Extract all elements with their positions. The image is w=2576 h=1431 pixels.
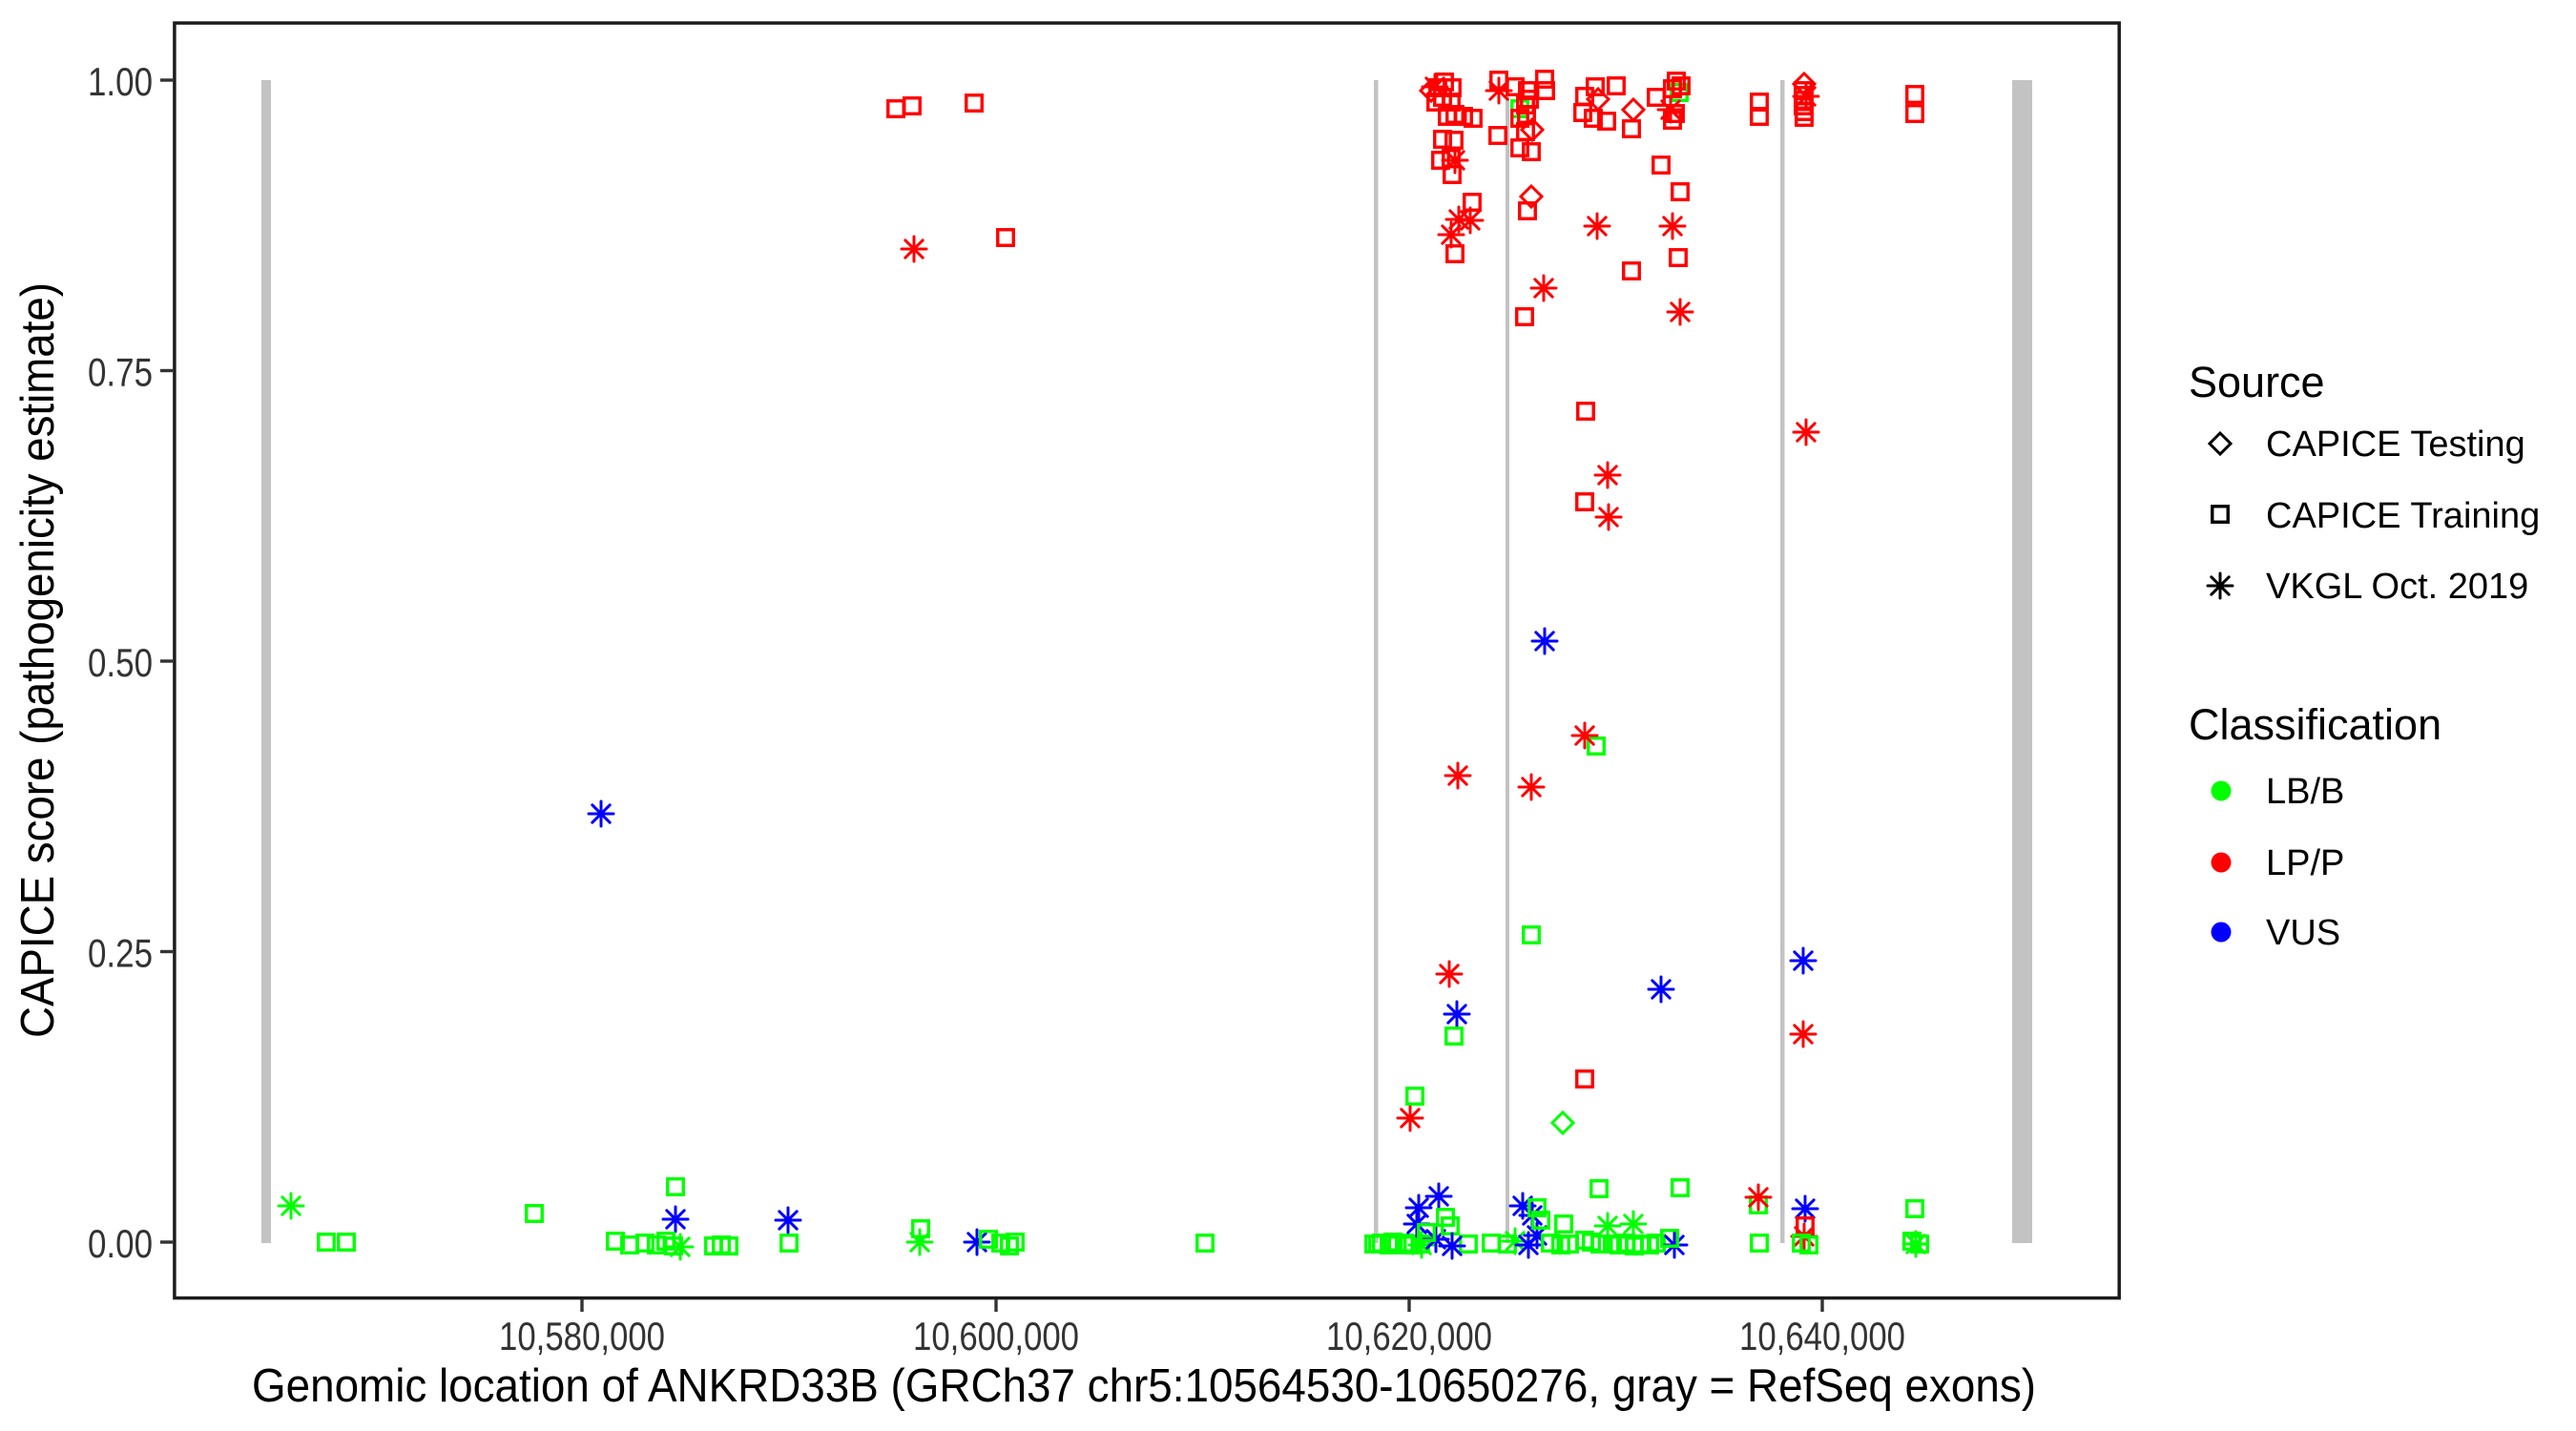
svg-text:0.00: 0.00: [88, 1221, 153, 1266]
svg-text:LP/P: LP/P: [2266, 843, 2344, 883]
svg-text:LB/B: LB/B: [2266, 772, 2344, 812]
svg-text:0.75: 0.75: [88, 350, 153, 395]
svg-text:10,620,000: 10,620,000: [1326, 1314, 1492, 1358]
svg-text:1.00: 1.00: [88, 59, 153, 104]
svg-text:VUS: VUS: [2266, 913, 2340, 953]
svg-text:Classification: Classification: [2189, 700, 2441, 749]
svg-text:10,600,000: 10,600,000: [913, 1314, 1079, 1358]
svg-text:Genomic location of ANKRD33B (: Genomic location of ANKRD33B (GRCh37 chr…: [252, 1359, 2036, 1412]
svg-text:0.50: 0.50: [88, 640, 153, 685]
svg-text:CAPICE Training: CAPICE Training: [2266, 496, 2540, 536]
svg-text:Source: Source: [2189, 358, 2325, 406]
svg-text:CAPICE Testing: CAPICE Testing: [2266, 425, 2525, 465]
svg-text:CAPICE score (pathogenicity es: CAPICE score (pathogenicity estimate): [11, 282, 64, 1038]
svg-text:VKGL Oct. 2019: VKGL Oct. 2019: [2266, 567, 2528, 607]
svg-text:10,580,000: 10,580,000: [499, 1314, 665, 1358]
svg-text:10,640,000: 10,640,000: [1739, 1314, 1905, 1358]
svg-text:0.25: 0.25: [88, 931, 153, 976]
